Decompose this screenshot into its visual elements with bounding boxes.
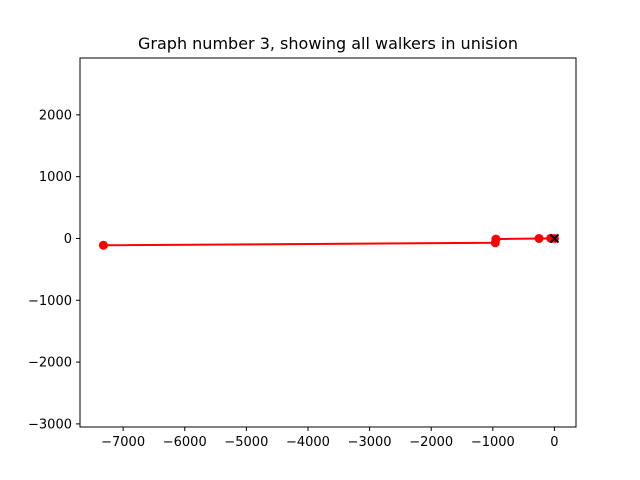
data-point — [98, 240, 108, 250]
x-tick-label: −3000 — [348, 435, 392, 450]
axes: −7000 −6000 −5000 −4000 −3000 −2000 −1000 0 −300… — [28, 57, 577, 450]
x-tick-label: 0 — [550, 435, 558, 450]
data-point — [534, 233, 544, 243]
y-tick-label: 0 — [64, 232, 72, 247]
series-0 — [98, 233, 559, 250]
chart-title: Graph number 3, showing all walkers in u… — [138, 34, 518, 53]
data-point — [490, 238, 500, 248]
y-tick-label: −1000 — [28, 294, 72, 309]
y-tick-label: −3000 — [28, 417, 72, 432]
start-marker — [549, 233, 560, 244]
y-tick-label: −2000 — [28, 356, 72, 371]
y-tick-label: 2000 — [39, 108, 72, 123]
x-tick-label: −4000 — [286, 435, 330, 450]
x-tick-label: −2000 — [409, 435, 453, 450]
y-tick-label: 1000 — [39, 170, 72, 185]
x-tick-label: −5000 — [224, 435, 268, 450]
axes-frame — [79, 57, 577, 428]
x-tick-label: −7000 — [101, 435, 145, 450]
x-tick-label: −1000 — [471, 435, 515, 450]
x-tick-label: −6000 — [163, 435, 207, 450]
series-line — [103, 237, 555, 247]
plot-area — [98, 233, 560, 250]
